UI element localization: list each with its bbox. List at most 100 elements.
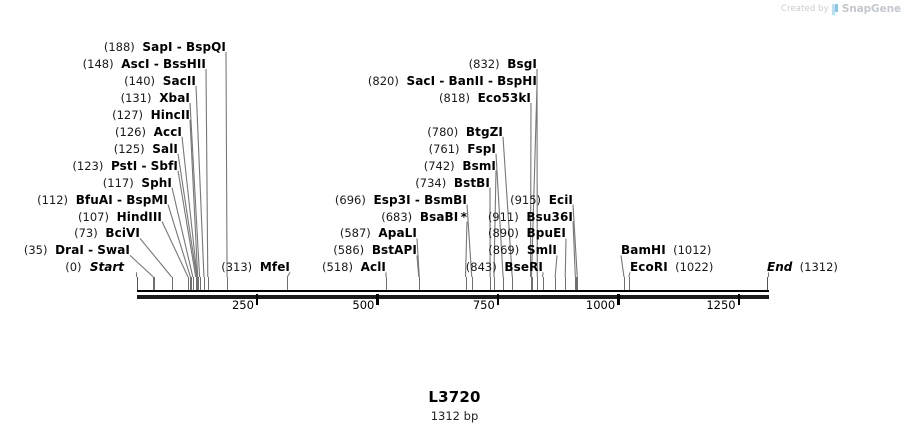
snapgene-logo-icon	[831, 3, 839, 15]
enzyme-name: HindIII	[116, 209, 162, 224]
enzyme-name: BpuEI	[526, 226, 566, 241]
cut-site-tick-bseri[interactable]	[542, 277, 544, 291]
cut-site-tick-bpuei[interactable]	[565, 277, 567, 291]
label-position: (117)	[102, 175, 134, 190]
cut-site-tick-bsgi[interactable]	[537, 277, 539, 291]
cut-site-tick-bcivi[interactable]	[171, 277, 173, 291]
enzyme-label-acli[interactable]: (518) AclI	[322, 261, 386, 274]
enzyme-name: BtgZI	[465, 124, 503, 139]
cut-site-tick-sali[interactable]	[196, 277, 198, 291]
enzyme-name: SalI	[152, 141, 178, 156]
enzyme-label-psti-sbfi[interactable]: (123) PstI - SbfI	[72, 159, 178, 173]
leader-line-bcivi	[139, 238, 173, 278]
enzyme-label-bamhi[interactable]: BamHI (1012)	[621, 244, 711, 257]
enzyme-label-eco53ki[interactable]: (818) Eco53kI	[439, 91, 531, 105]
cut-site-tick-psti-sbfi[interactable]	[195, 277, 197, 291]
enzyme-label-apali[interactable]: (587) ApaLI	[340, 227, 417, 240]
cut-site-tick-ecori[interactable]	[628, 277, 630, 291]
label-position: (1312)	[792, 260, 838, 275]
leader-line-bfuai-bspmi	[167, 204, 191, 278]
enzyme-label-bcivi[interactable]: (73) BciVI	[74, 227, 140, 240]
enzyme-label-bsgi[interactable]: (832) BsgI	[469, 57, 537, 71]
terminal-label-start[interactable]: (0) Start	[65, 261, 124, 274]
cut-site-tick-xbai[interactable]	[199, 277, 201, 291]
enzyme-label-ecii[interactable]: (915) EciI	[510, 193, 573, 207]
label-position: (518)	[322, 260, 353, 275]
label-enzymes: BciVI	[98, 226, 140, 240]
cut-site-tick-bamhi[interactable]	[623, 277, 626, 291]
label-enzymes: Eco53kI	[470, 91, 531, 105]
label-position: (73)	[74, 226, 98, 241]
enzyme-name: SphI	[141, 175, 172, 190]
cut-site-tick-mfei[interactable]	[287, 277, 289, 291]
enzyme-label-acci[interactable]: (126) AccI	[115, 125, 182, 139]
enzyme-name: BsaBI	[419, 209, 459, 224]
enzyme-name: Esp3I	[373, 192, 411, 207]
cut-site-tick-ecii[interactable]	[577, 277, 579, 291]
enzyme-label-mfei[interactable]: (313) MfeI	[221, 261, 290, 274]
terminal-tick-end[interactable]	[767, 277, 769, 291]
enzyme-label-saci-banii-bsphi[interactable]: (820) SacI - BanII - BspHI	[368, 74, 537, 88]
enzyme-name: BseRI	[504, 260, 543, 275]
cut-site-tick-eco53ki[interactable]	[530, 277, 532, 291]
ruler-label: 500	[352, 298, 375, 312]
enzyme-label-drai-swai[interactable]: (35) DraI - SwaI	[24, 244, 130, 257]
cut-site-tick-asci-bsshii[interactable]	[207, 277, 209, 291]
cut-site-tick-drai-swai[interactable]	[153, 277, 155, 291]
enzyme-label-bstbi[interactable]: (734) BstBI	[415, 176, 490, 190]
label-position: (131)	[120, 90, 152, 105]
terminal-tick-start[interactable]	[136, 277, 138, 291]
cut-site-tick-esp3i-bsmbi[interactable]	[471, 277, 473, 291]
enzyme-label-bsu36i[interactable]: (911) Bsu36I	[488, 210, 573, 224]
cut-site-tick-sacii[interactable]	[203, 277, 206, 291]
enzyme-label-hindiii[interactable]: (107) HindIII	[78, 209, 162, 224]
cut-site-tick-saci-banii-bsphi[interactable]	[531, 277, 533, 291]
enzyme-label-asci-bsshii[interactable]: (148) AscI - BssHII	[83, 57, 206, 71]
cut-site-tick-hindiii[interactable]	[188, 277, 190, 291]
label-position: (869)	[488, 243, 520, 258]
enzyme-label-btgzi[interactable]: (780) BtgZI	[427, 124, 503, 139]
cut-site-tick-acli[interactable]	[386, 277, 388, 291]
cut-site-tick-bstbi[interactable]	[490, 277, 492, 291]
label-enzymes: BsmI	[455, 159, 496, 173]
ruler-label: 750	[472, 298, 495, 312]
enzyme-label-ecori[interactable]: EcoRI (1022)	[630, 261, 713, 274]
cut-site-tick-bfuai-bspmi[interactable]	[190, 277, 192, 291]
enzyme-label-xbai[interactable]: (131) XbaI	[120, 90, 190, 105]
leader-line-sali	[177, 153, 198, 278]
watermark-created-by-label: Created by	[781, 4, 829, 14]
enzyme-label-hincii[interactable]: (127) HincII	[112, 107, 190, 122]
enzyme-label-bfuai-bspmi[interactable]: (112) BfuAI - BspMI	[37, 193, 168, 207]
enzyme-label-sacii[interactable]: (140) SacII	[124, 74, 196, 88]
enzyme-label-smli[interactable]: (869) SmlI	[488, 244, 557, 257]
enzyme-label-sali[interactable]: (125) SalI	[114, 141, 178, 156]
label-enzymes: PstI - SbfI	[103, 159, 178, 173]
label-terminal-name: End	[767, 260, 793, 275]
enzyme-label-bstapi[interactable]: (586) BstAPI	[333, 244, 417, 257]
cut-site-tick-fspi[interactable]	[503, 277, 505, 291]
cut-site-tick-apali[interactable]	[419, 277, 421, 291]
cut-site-tick-bsu36i[interactable]	[575, 277, 577, 291]
enzyme-label-fspi[interactable]: (761) FspI	[429, 142, 496, 156]
cut-site-tick-bsmi[interactable]	[493, 277, 496, 291]
cut-site-tick-sphi[interactable]	[192, 277, 195, 291]
enzyme-name: ApaLI	[378, 226, 417, 241]
ruler-tick	[255, 294, 259, 305]
terminal-label-end[interactable]: End (1312)	[767, 261, 838, 274]
cut-site-tick-btgzi[interactable]	[512, 277, 514, 291]
ruler-tick	[496, 294, 500, 305]
label-position: (780)	[427, 124, 459, 139]
enzyme-label-sapi-bspqi[interactable]: (188) SapI - BspQI	[104, 41, 226, 54]
leader-line-bsu36i	[572, 221, 576, 278]
ruler-tick	[737, 294, 741, 305]
cut-site-tick-sapi-bspqi[interactable]	[227, 277, 229, 291]
enzyme-label-bseri[interactable]: (843) BseRI	[466, 261, 543, 274]
enzyme-label-sphi[interactable]: (117) SphI	[102, 175, 172, 190]
enzyme-label-bpuei[interactable]: (890) BpuEI	[488, 227, 566, 240]
enzyme-label-bsabi[interactable]: (683) BsaBI *	[381, 209, 467, 224]
label-position: (127)	[112, 107, 144, 122]
enzyme-label-esp3i-bsmbi[interactable]: (696) Esp3I - BsmBI	[335, 192, 467, 207]
enzyme-label-bsmi[interactable]: (742) BsmI	[424, 159, 496, 173]
cut-site-tick-bsabi[interactable]	[465, 277, 467, 291]
cut-site-tick-smli[interactable]	[555, 277, 557, 291]
